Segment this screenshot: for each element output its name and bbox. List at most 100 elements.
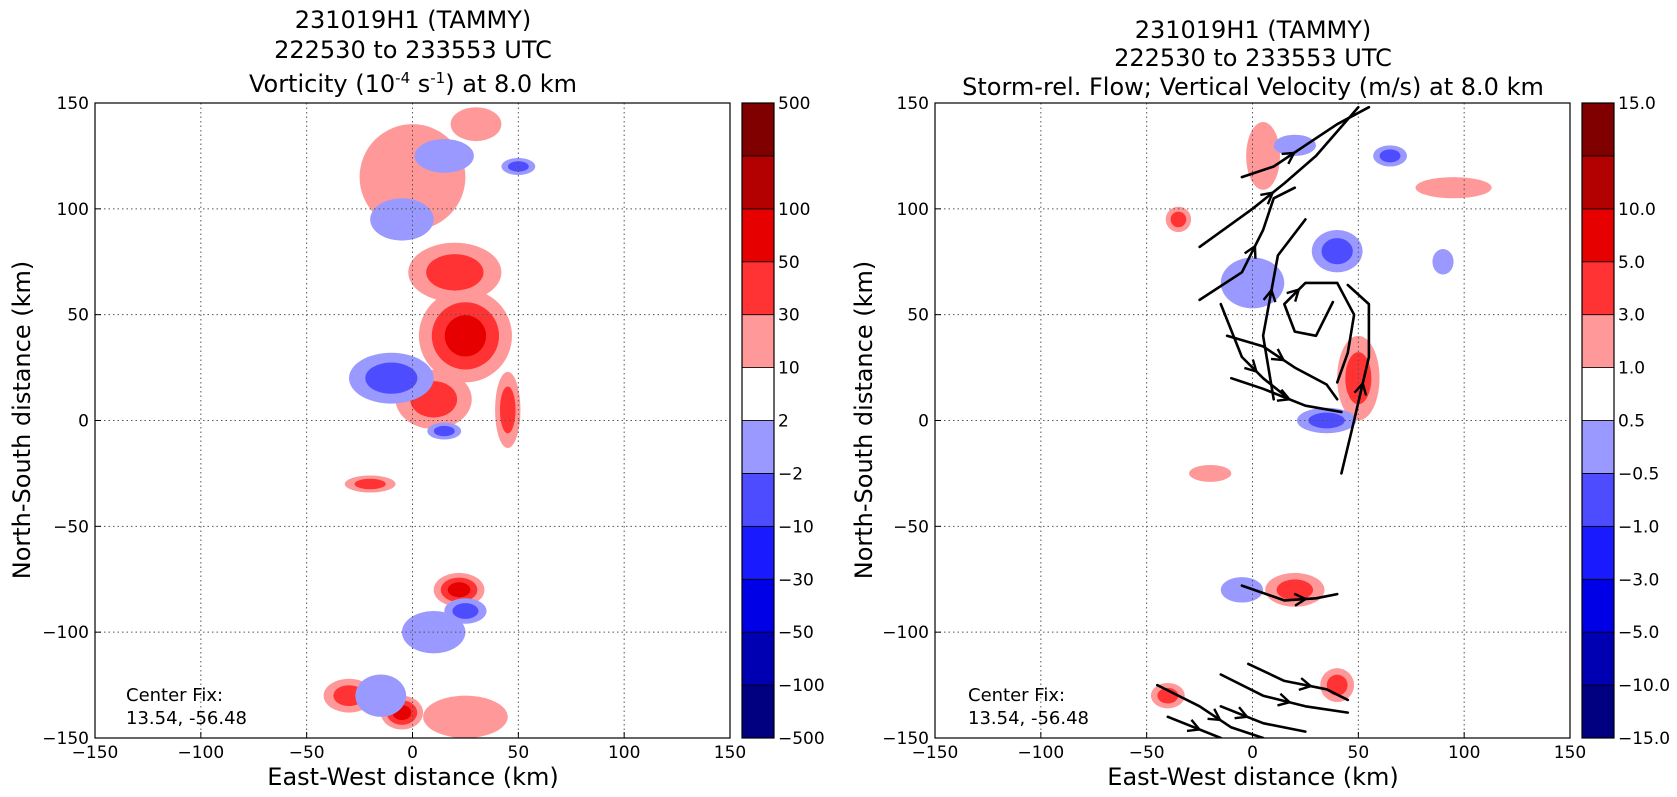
colorbar-segment xyxy=(741,473,775,527)
y-tick-label: −100 xyxy=(42,623,89,643)
positive-contour-4-level-1 xyxy=(450,107,502,142)
left-title-line-2: 222530 to 233553 UTC xyxy=(274,36,552,64)
negative-contour-4-level-2 xyxy=(1379,149,1401,163)
right-title-line-1: 231019H1 (TAMMY) xyxy=(1135,16,1372,44)
colorbar-segment xyxy=(1581,684,1615,739)
x-axis-label: East-West distance (km) xyxy=(1107,763,1398,791)
x-axis-label: East-West distance (km) xyxy=(267,763,558,791)
streamline-arrow xyxy=(1234,706,1250,720)
streamline-arrow xyxy=(1207,708,1223,722)
vorticity-panel: 231019H1 (TAMMY) 222530 to 233553 UTC Vo… xyxy=(8,6,825,791)
streamline-arrow xyxy=(1270,348,1286,362)
streamline-arrow xyxy=(1243,244,1257,259)
positive-contour-1-level-2 xyxy=(1276,579,1314,601)
colorbar-segment xyxy=(741,525,775,580)
colorbar-segment xyxy=(1581,578,1615,633)
streamlines xyxy=(1156,105,1371,738)
colorbar-tick-label: −1.0 xyxy=(1618,517,1659,537)
streamline xyxy=(1198,105,1360,249)
colorbar-tick-label: 0.5 xyxy=(1618,412,1645,432)
negative-contour-3-level-1 xyxy=(1220,577,1264,603)
streamline-arrow xyxy=(1277,692,1293,707)
colorbar-segment xyxy=(741,578,775,633)
y-tick-label: 100 xyxy=(57,200,89,220)
colorbar-tick-label: −10 xyxy=(778,517,814,537)
streamline xyxy=(1219,705,1307,733)
colorbar-tick-label: −10.0 xyxy=(1618,676,1670,696)
grid-lines xyxy=(935,103,1570,738)
colorbar-segment xyxy=(1581,367,1615,421)
x-tick-label: 0 xyxy=(1247,743,1258,763)
colorbar: −500 −100 −50 −30 −10 −2 2 10 30 50 100 500 xyxy=(741,94,825,749)
x-tick-label: 150 xyxy=(714,743,746,763)
positive-contour-0-level-3 xyxy=(444,315,487,357)
left-title-line-1: 231019H1 (TAMMY) xyxy=(295,6,532,34)
center-fix-label: Center Fix: xyxy=(126,685,223,706)
colorbar-segment xyxy=(1581,631,1615,686)
vorticity-field xyxy=(323,107,536,738)
streamline xyxy=(1283,281,1356,384)
negative-contour-6-level-1 xyxy=(355,674,407,717)
colorbar-tick-label: −30 xyxy=(778,570,814,590)
streamline xyxy=(1219,302,1286,397)
positive-contour-3-level-1 xyxy=(1415,177,1492,199)
x-tick-label: 50 xyxy=(1348,743,1370,763)
x-tick-label: −100 xyxy=(177,743,224,763)
x-tick-label: −50 xyxy=(1129,743,1165,763)
streamline xyxy=(1166,715,1223,738)
streamline-arrow xyxy=(1298,677,1314,692)
colorbar-segment xyxy=(1581,261,1615,316)
x-tick-label: 50 xyxy=(508,743,530,763)
colorbar-segment xyxy=(1581,314,1615,368)
negative-contour-1-level-1 xyxy=(414,138,474,173)
streamline-arrow xyxy=(1353,380,1368,396)
y-tick-labels: −150 −100 −50 0 50 100 150 xyxy=(42,94,101,749)
streamline xyxy=(1225,334,1339,401)
colorbar-tick-label: −500 xyxy=(778,729,825,749)
streamline-arrow xyxy=(1260,191,1275,205)
streamline-arrow xyxy=(1286,287,1301,302)
positive-contour-5-level-2 xyxy=(1326,674,1348,696)
positive-contour-2-level-1 xyxy=(1246,122,1281,190)
colorbar-segment xyxy=(1581,102,1615,157)
colorbar: −15.0 −10.0 −5.0 −3.0 −1.0 −0.5 0.5 1.0 3.0 5.0 10… xyxy=(1581,94,1670,749)
colorbar-tick-label: 500 xyxy=(778,94,810,114)
streamline xyxy=(1198,186,1297,302)
streamline xyxy=(1230,376,1343,414)
y-tick-label: 0 xyxy=(78,412,89,432)
vertical-velocity-field xyxy=(1150,122,1492,709)
y-tick-labels: −150 −100 −50 0 50 100 150 xyxy=(882,94,941,749)
colorbar-segment xyxy=(741,684,775,739)
streamline-arrow xyxy=(1276,388,1292,402)
colorbar-tick-label: −0.5 xyxy=(1618,464,1659,484)
y-tick-label: −50 xyxy=(893,517,929,537)
streamline xyxy=(1240,584,1339,602)
right-title-line-3: Storm-rel. Flow; Vertical Velocity (m/s)… xyxy=(962,73,1544,101)
positive-contour-2-level-2 xyxy=(426,254,484,291)
y-tick-label: 150 xyxy=(57,94,89,114)
positive-contour-7-level-2 xyxy=(1170,211,1187,228)
colorbar-segment xyxy=(741,631,775,686)
colorbar-tick-label: −5.0 xyxy=(1618,623,1659,643)
y-tick-label: 50 xyxy=(67,306,89,326)
streamline-arrow xyxy=(1281,151,1297,165)
colorbar-segment xyxy=(741,155,775,210)
center-fix-value: 13.54, -56.48 xyxy=(126,708,247,729)
y-axis-label: North-South distance (km) xyxy=(8,261,36,580)
streamline-arrow xyxy=(1244,359,1259,374)
y-tick-label: −150 xyxy=(882,729,929,749)
colorbar-segment xyxy=(741,314,775,368)
x-tick-labels: −150 −100 −50 0 50 100 150 xyxy=(912,732,1586,763)
y-tick-label: −150 xyxy=(42,729,89,749)
y-tick-label: 100 xyxy=(897,200,929,220)
negative-contour-2-level-1 xyxy=(370,198,434,241)
colorbar-segment xyxy=(1581,473,1615,527)
colorbar-tick-label: 5.0 xyxy=(1618,253,1645,273)
colorbar-segment xyxy=(741,102,775,157)
colorbar-segment xyxy=(1581,155,1615,210)
colorbar-segment xyxy=(741,261,775,316)
colorbar-tick-label: 10 xyxy=(778,359,800,379)
streamline xyxy=(1261,218,1307,401)
colorbar-tick-label: −3.0 xyxy=(1618,570,1659,590)
streamline xyxy=(1340,283,1371,475)
